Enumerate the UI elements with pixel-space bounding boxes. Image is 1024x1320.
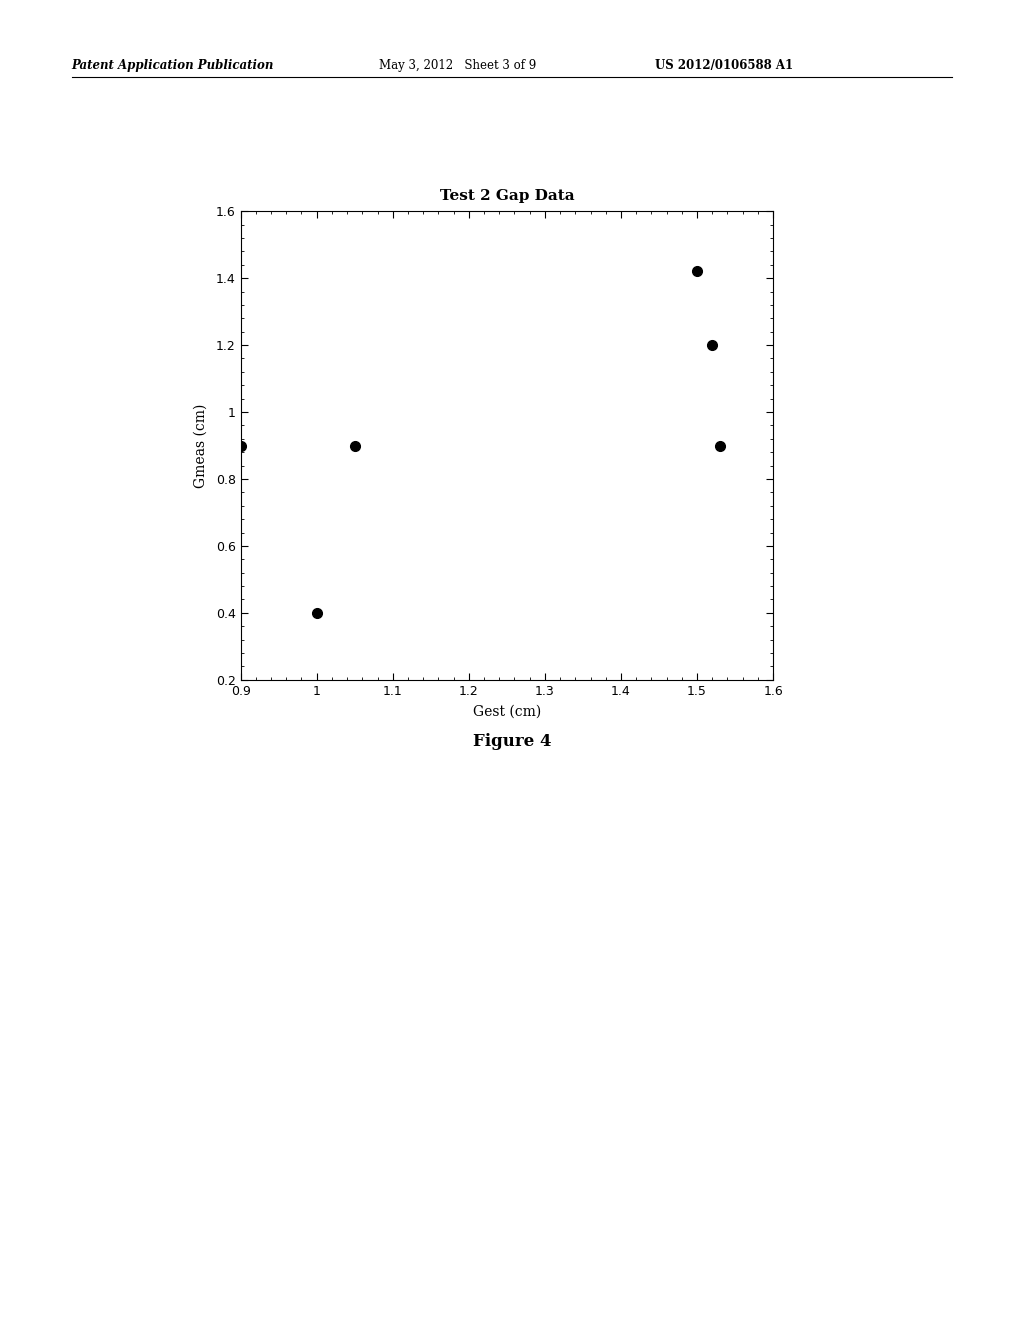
Text: May 3, 2012   Sheet 3 of 9: May 3, 2012 Sheet 3 of 9 [379, 59, 537, 73]
Point [308, 602, 325, 623]
Text: US 2012/0106588 A1: US 2012/0106588 A1 [655, 59, 794, 73]
Point [712, 436, 728, 457]
Point [705, 334, 721, 355]
Point [689, 261, 706, 282]
Title: Test 2 Gap Data: Test 2 Gap Data [439, 189, 574, 203]
Text: Figure 4: Figure 4 [473, 733, 551, 750]
Text: Patent Application Publication: Patent Application Publication [72, 59, 274, 73]
Point [346, 436, 362, 457]
X-axis label: Gest (cm): Gest (cm) [473, 705, 541, 718]
Point [232, 436, 249, 457]
Y-axis label: Gmeas (cm): Gmeas (cm) [194, 404, 208, 487]
